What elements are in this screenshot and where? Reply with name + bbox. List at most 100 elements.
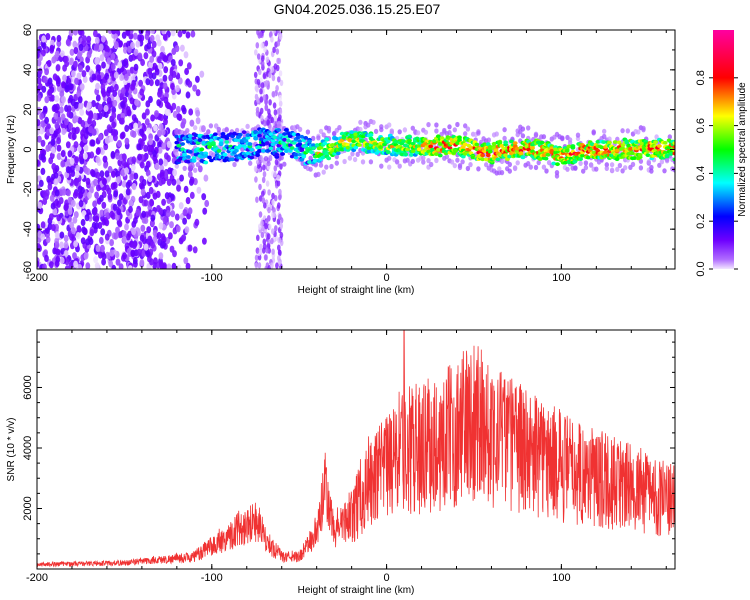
noise-speckle	[179, 174, 185, 182]
noise-speckle	[122, 96, 128, 104]
halo-speckle	[434, 157, 439, 164]
noise-speckle	[125, 188, 131, 196]
signal-cell	[282, 132, 287, 136]
noise-speckle	[130, 163, 136, 171]
noise-speckle	[131, 183, 137, 191]
signal-cell	[353, 132, 359, 137]
burst-speckle	[265, 56, 270, 63]
signal-cell	[405, 147, 410, 152]
noise-speckle	[49, 127, 55, 135]
noise-speckle	[113, 134, 118, 142]
noise-speckle	[121, 31, 127, 39]
halo-speckle	[625, 128, 630, 134]
burst-speckle	[253, 165, 258, 172]
noise-speckle	[162, 82, 168, 90]
noise-speckle	[64, 265, 70, 269]
noise-speckle	[98, 236, 104, 245]
noise-speckle	[148, 186, 154, 195]
noise-speckle	[183, 51, 189, 59]
signal-cell	[197, 138, 203, 143]
halo-speckle	[476, 130, 481, 136]
noise-speckle	[101, 90, 107, 98]
signal-cell	[410, 141, 416, 146]
noise-speckle	[97, 221, 103, 230]
signal-cell	[364, 142, 370, 147]
colorbar-tick-label: 0.2	[695, 214, 707, 229]
noise-speckle	[204, 199, 210, 208]
signal-cell	[514, 146, 520, 151]
noise-speckle	[66, 77, 72, 85]
signal-cell	[230, 157, 236, 162]
signal-cell	[286, 138, 291, 143]
noise-speckle	[170, 30, 176, 37]
halo-speckle	[447, 130, 452, 136]
signal-cell	[176, 143, 182, 148]
noise-speckle	[76, 72, 82, 80]
noise-speckle	[100, 83, 106, 91]
signal-cell	[289, 146, 295, 150]
burst-speckle	[277, 76, 281, 83]
signal-cell	[491, 141, 497, 146]
noise-speckle	[37, 119, 41, 127]
noise-speckle	[150, 214, 156, 222]
noise-speckle	[56, 39, 62, 48]
noise-speckle	[66, 110, 72, 118]
noise-speckle	[133, 63, 139, 71]
burst-speckle	[267, 189, 271, 196]
noise-speckle	[96, 74, 102, 82]
halo-speckle	[649, 168, 654, 174]
noise-speckle	[161, 30, 166, 35]
noise-speckle	[149, 55, 155, 63]
noise-speckle	[39, 127, 45, 135]
noise-speckle	[133, 216, 138, 225]
halo-speckle	[402, 127, 408, 133]
signal-cell	[626, 143, 632, 148]
noise-speckle	[143, 243, 149, 251]
x-tick-label: 100	[552, 572, 570, 584]
burst-speckle	[268, 223, 272, 231]
noise-speckle	[181, 118, 187, 126]
noise-speckle	[60, 113, 66, 121]
noise-speckle	[157, 129, 162, 137]
noise-speckle	[168, 232, 173, 240]
y-tick-label: 4000	[22, 436, 34, 460]
signal-cell	[474, 142, 480, 147]
noise-speckle	[42, 263, 47, 269]
burst-speckle	[262, 164, 266, 171]
noise-speckle	[43, 76, 48, 84]
noise-speckle	[113, 71, 119, 79]
noise-speckle	[161, 241, 167, 249]
burst-speckle	[275, 262, 279, 269]
noise-speckle	[163, 118, 168, 126]
halo-speckle	[528, 164, 533, 170]
halo-speckle	[410, 158, 415, 164]
noise-speckle	[53, 112, 59, 120]
noise-speckle	[112, 203, 118, 211]
halo-speckle	[602, 128, 607, 134]
halo-speckle	[444, 154, 450, 160]
noise-speckle	[121, 180, 127, 188]
noise-speckle	[185, 262, 191, 269]
noise-speckle	[41, 35, 46, 43]
signal-cell	[435, 147, 441, 152]
noise-speckle	[41, 85, 47, 93]
noise-speckle	[161, 198, 167, 206]
noise-speckle	[166, 102, 172, 110]
halo-speckle	[604, 165, 609, 171]
halo-speckle	[526, 125, 531, 131]
noise-speckle	[162, 33, 168, 41]
signal-cell	[187, 134, 193, 138]
burst-speckle	[255, 42, 260, 49]
noise-speckle	[70, 199, 76, 207]
noise-speckle	[188, 108, 194, 116]
signal-cell	[339, 147, 345, 152]
noise-speckle	[158, 222, 164, 230]
signal-cell	[543, 156, 549, 161]
noise-speckle	[127, 230, 132, 238]
halo-speckle	[174, 163, 179, 169]
burst-speckle	[274, 225, 278, 232]
noise-speckle	[68, 122, 74, 130]
noise-speckle	[151, 50, 157, 58]
signal-cell	[439, 136, 445, 141]
signal-cell	[457, 138, 462, 143]
